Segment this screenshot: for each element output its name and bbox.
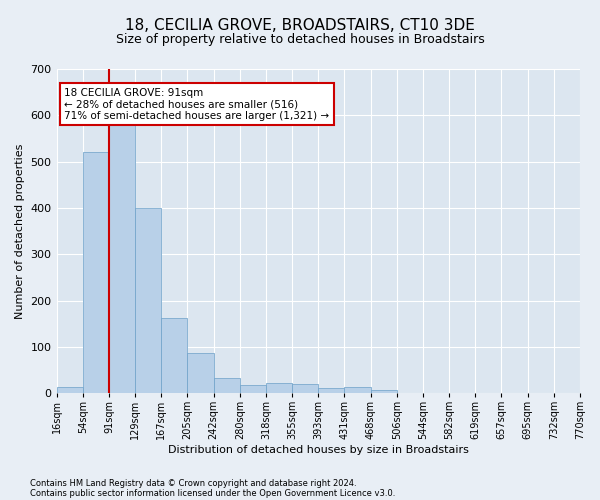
- Bar: [318, 388, 344, 393]
- Text: 18 CECILIA GROVE: 91sqm
← 28% of detached houses are smaller (516)
71% of semi-d: 18 CECILIA GROVE: 91sqm ← 28% of detache…: [64, 88, 329, 120]
- Y-axis label: Number of detached properties: Number of detached properties: [15, 144, 25, 319]
- Text: 18, CECILIA GROVE, BROADSTAIRS, CT10 3DE: 18, CECILIA GROVE, BROADSTAIRS, CT10 3DE: [125, 18, 475, 32]
- Bar: [344, 387, 371, 393]
- Text: Contains public sector information licensed under the Open Government Licence v3: Contains public sector information licen…: [30, 488, 395, 498]
- Bar: [161, 318, 187, 393]
- Bar: [109, 122, 135, 393]
- Bar: [240, 385, 266, 393]
- Bar: [214, 378, 240, 393]
- Bar: [371, 390, 397, 393]
- Text: Contains HM Land Registry data © Crown copyright and database right 2024.: Contains HM Land Registry data © Crown c…: [30, 478, 356, 488]
- X-axis label: Distribution of detached houses by size in Broadstairs: Distribution of detached houses by size …: [168, 445, 469, 455]
- Bar: [266, 384, 292, 393]
- Bar: [135, 208, 161, 393]
- Bar: [187, 353, 214, 393]
- Bar: [56, 386, 83, 393]
- Bar: [83, 152, 109, 393]
- Text: Size of property relative to detached houses in Broadstairs: Size of property relative to detached ho…: [116, 32, 484, 46]
- Bar: [292, 384, 318, 393]
